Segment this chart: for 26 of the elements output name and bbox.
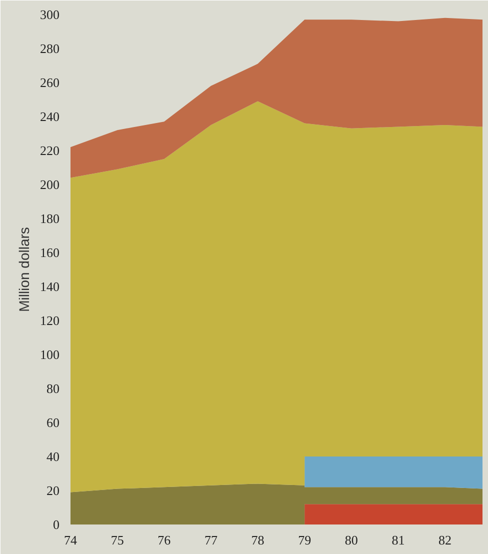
y-tick-label: 160 xyxy=(40,245,60,260)
x-tick-label: 80 xyxy=(344,532,358,548)
y-tick-label: 240 xyxy=(40,109,60,124)
y-tick-label: 120 xyxy=(40,313,60,328)
y-tick-label: 180 xyxy=(40,211,60,226)
y-tick-label: 220 xyxy=(40,143,60,158)
y-tick-label: 0 xyxy=(53,517,60,532)
x-tick-label: 76 xyxy=(158,532,172,548)
x-tick-label: 79 xyxy=(298,532,312,548)
y-tick-label: 80 xyxy=(46,381,60,396)
y-axis-title: Million dollars xyxy=(16,227,32,312)
x-tick-label: 81 xyxy=(392,532,405,548)
x-tick-label: 82 xyxy=(438,532,452,548)
x-tick-label: 75 xyxy=(110,532,124,548)
x-tick-label: 78 xyxy=(251,532,264,548)
y-tick-label: 260 xyxy=(40,75,60,90)
y-tick-label: 280 xyxy=(40,41,60,56)
y-tick-label: 200 xyxy=(40,177,60,192)
x-tick-label: 74 xyxy=(64,532,78,548)
y-tick-label: 300 xyxy=(40,7,60,22)
y-tick-label: 40 xyxy=(46,449,60,464)
x-tick-label: 77 xyxy=(204,532,218,548)
y-tick-label: 20 xyxy=(46,483,60,498)
y-tick-label: 100 xyxy=(40,347,60,362)
y-tick-label: 140 xyxy=(40,279,60,294)
y-tick-label: 60 xyxy=(46,415,60,430)
